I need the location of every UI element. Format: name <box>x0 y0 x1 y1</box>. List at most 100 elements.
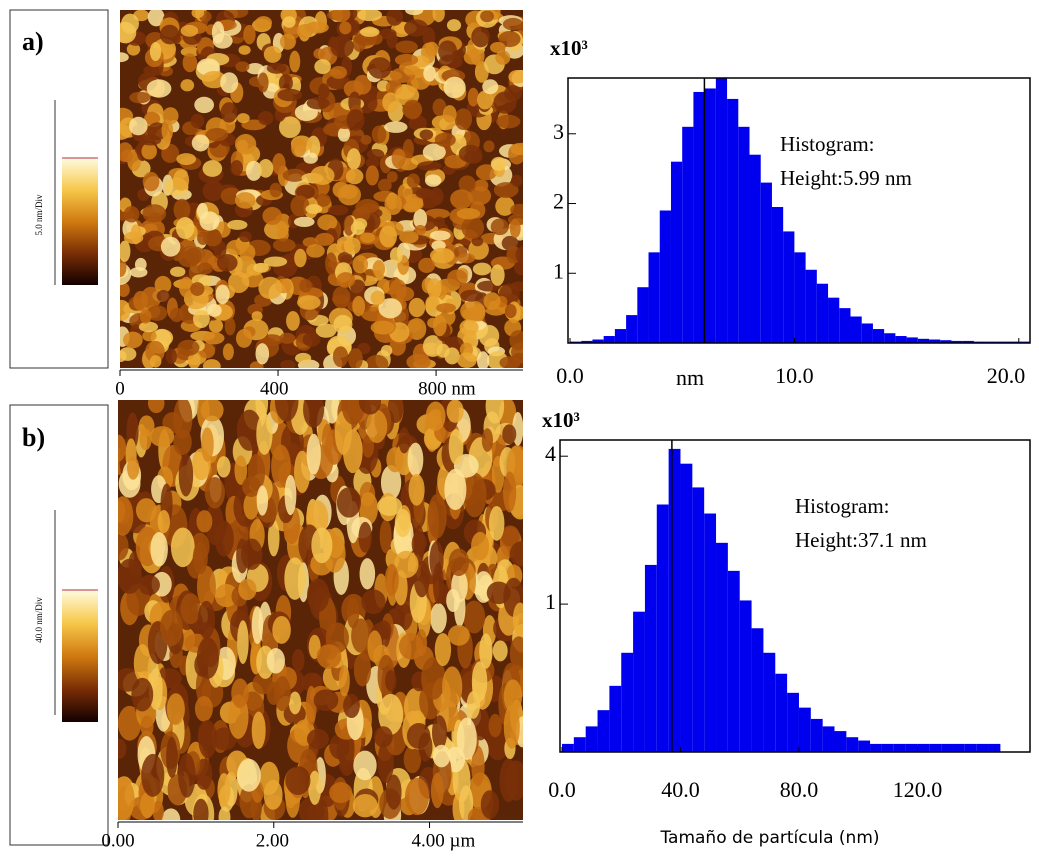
grain <box>118 496 134 536</box>
grain <box>216 254 238 272</box>
colorbar-frame <box>9 404 109 846</box>
grain <box>432 562 444 605</box>
grain <box>403 745 422 774</box>
bar <box>727 570 740 752</box>
grain <box>332 294 350 305</box>
grain <box>157 510 170 534</box>
grain <box>251 606 264 645</box>
grain <box>427 317 439 328</box>
grain <box>403 202 420 213</box>
grain <box>483 292 501 311</box>
grain <box>159 609 183 647</box>
grain <box>360 134 372 145</box>
grain <box>205 127 229 142</box>
grain <box>208 318 224 333</box>
grain <box>358 521 373 553</box>
bar <box>609 685 622 752</box>
grain <box>177 339 200 356</box>
grain <box>456 208 481 220</box>
grain <box>234 133 257 155</box>
grain <box>502 17 523 31</box>
image-tick-label: 2.00 <box>256 830 289 851</box>
grain <box>236 538 249 574</box>
grain <box>430 772 444 809</box>
grain <box>413 208 428 229</box>
grain <box>306 728 329 750</box>
grain <box>306 433 321 475</box>
grain <box>194 696 213 722</box>
grain <box>282 16 296 28</box>
grain <box>277 228 289 242</box>
grain <box>291 138 307 158</box>
grain <box>190 113 205 129</box>
grain <box>215 284 230 305</box>
grain <box>482 79 499 95</box>
grain <box>404 19 429 37</box>
grain <box>305 21 329 34</box>
grain <box>365 165 379 186</box>
grain <box>216 456 231 478</box>
grain <box>500 525 520 547</box>
grain <box>347 348 363 368</box>
bar <box>872 329 885 343</box>
grain <box>434 632 452 667</box>
grain <box>173 169 190 191</box>
grain <box>462 307 483 321</box>
grain <box>384 193 403 215</box>
grain <box>120 299 131 321</box>
grain <box>492 640 508 662</box>
grain <box>438 40 458 62</box>
grain <box>389 247 403 264</box>
grain <box>490 156 507 171</box>
bar <box>581 340 593 343</box>
grain <box>182 53 198 73</box>
grain <box>231 678 249 709</box>
grain <box>378 693 404 735</box>
grain <box>196 565 216 608</box>
grain <box>406 722 431 749</box>
grain <box>316 644 342 669</box>
scale-label: 5.0 nm/Div <box>34 194 44 236</box>
grain <box>293 216 315 228</box>
y-axis-title: x10³ <box>542 408 580 432</box>
grain <box>120 240 131 262</box>
grain <box>459 785 474 820</box>
grain <box>145 340 165 363</box>
x-tick-label: 40.0 <box>661 777 700 802</box>
grain <box>499 758 518 803</box>
grain <box>333 314 353 334</box>
bar <box>929 339 941 343</box>
grain <box>395 40 418 54</box>
grain <box>306 578 330 612</box>
bar <box>798 707 811 752</box>
grain <box>292 648 305 672</box>
bar <box>846 737 859 752</box>
grain <box>207 303 222 317</box>
grain <box>480 790 500 819</box>
grain <box>329 782 353 804</box>
grain <box>382 92 399 113</box>
grain <box>118 532 129 561</box>
afm-texture <box>120 10 523 368</box>
grain <box>146 79 172 98</box>
grain <box>263 779 283 810</box>
grain <box>330 65 348 79</box>
grain <box>227 219 248 230</box>
grain <box>471 661 488 702</box>
grain <box>402 139 414 159</box>
bar <box>917 743 930 752</box>
grain <box>120 347 137 361</box>
grain <box>238 578 257 601</box>
grain <box>366 409 388 444</box>
grain <box>325 252 337 275</box>
grain <box>297 295 321 310</box>
grain <box>486 581 511 605</box>
bar <box>895 336 907 343</box>
grain <box>285 766 311 795</box>
grain <box>508 70 523 84</box>
grain <box>488 713 502 738</box>
bar <box>905 743 918 752</box>
grain <box>391 148 406 169</box>
grain <box>192 541 208 575</box>
grain <box>408 473 425 506</box>
